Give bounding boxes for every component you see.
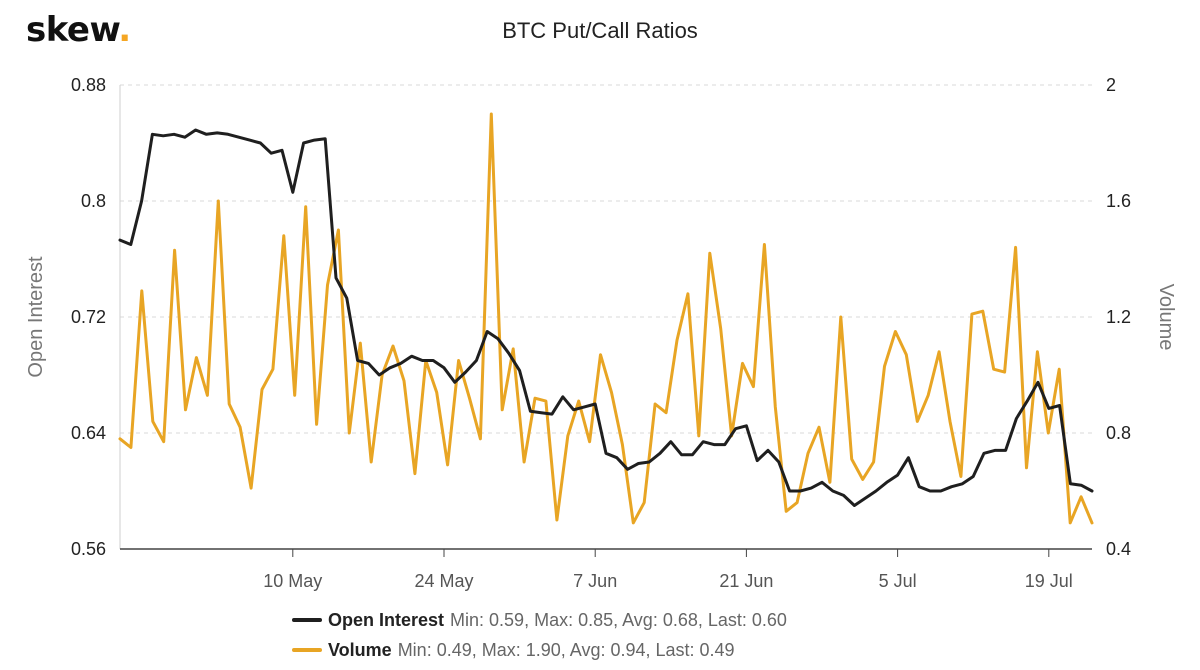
x-tick-label: 21 Jun: [719, 571, 773, 591]
series-line-volume: [118, 112, 1094, 525]
logo-text: skew: [26, 10, 119, 50]
legend-swatch-volume: [292, 648, 322, 652]
legend-item-open-interest[interactable]: Open Interest Min: 0.59, Max: 0.85, Avg:…: [292, 605, 787, 635]
skew-logo: skew.: [26, 10, 131, 50]
legend-label-open-interest: Open Interest: [328, 609, 445, 630]
x-tick-label: 19 Jul: [1025, 571, 1073, 591]
legend-swatch-open-interest: [292, 618, 322, 622]
legend-stats-open-interest: Min: 0.59, Max: 0.85, Avg: 0.68, Last: 0…: [450, 609, 787, 630]
y-right-tick-label: 1.6: [1106, 191, 1131, 211]
y-right-tick-label: 1.2: [1106, 307, 1131, 327]
x-tick-label: 5 Jul: [879, 571, 917, 591]
y-right-axis-title: Volume: [1155, 284, 1177, 351]
y-left-tick-label: 0.56: [71, 539, 106, 559]
series-line-open-interest: [118, 128, 1094, 507]
y-right-tick-label: 0.8: [1106, 423, 1131, 443]
x-tick-label: 24 May: [414, 571, 473, 591]
chart-title: BTC Put/Call Ratios: [502, 18, 698, 43]
x-tick-label: 7 Jun: [573, 571, 617, 591]
legend-item-volume[interactable]: Volume Min: 0.49, Max: 1.90, Avg: 0.94, …: [292, 635, 787, 665]
y-right-tick-label: 2: [1106, 75, 1116, 95]
legend: Open Interest Min: 0.59, Max: 0.85, Avg:…: [292, 605, 787, 665]
y-left-axis-title: Open Interest: [25, 256, 47, 378]
logo-dot: .: [118, 10, 131, 50]
y-right-tick-label: 0.4: [1106, 539, 1131, 559]
y-left-tick-label: 0.8: [81, 191, 106, 211]
x-tick-label: 10 May: [263, 571, 322, 591]
legend-stats-volume: Min: 0.49, Max: 1.90, Avg: 0.94, Last: 0…: [397, 639, 735, 660]
y-left-tick-label: 0.72: [71, 307, 106, 327]
legend-label-volume: Volume: [328, 639, 392, 660]
y-left-tick-label: 0.64: [71, 423, 106, 443]
y-left-tick-label: 0.88: [71, 75, 106, 95]
